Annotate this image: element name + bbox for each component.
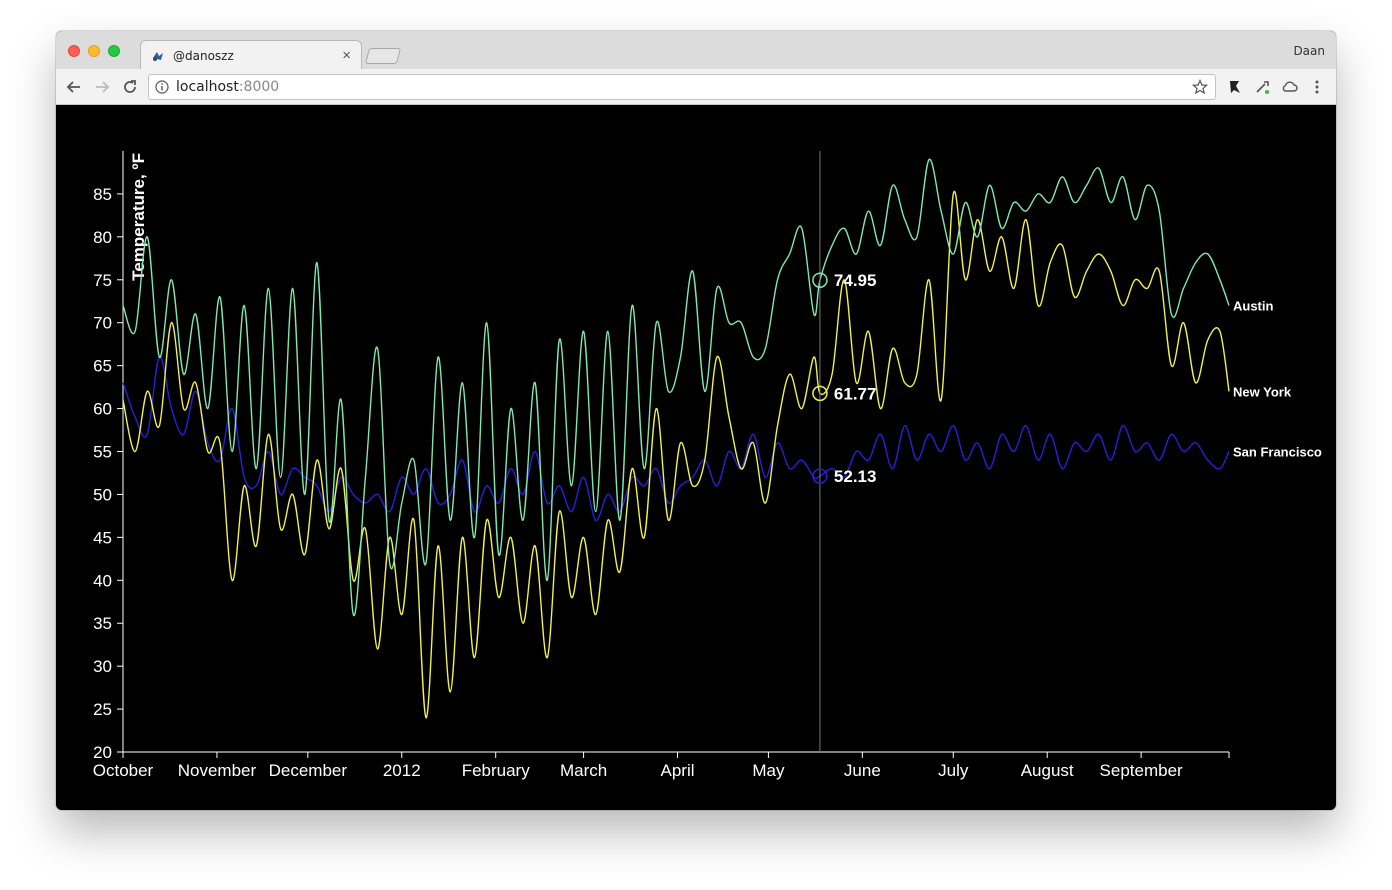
x-tick-label: March [560,761,607,780]
maximize-window-button[interactable] [108,45,120,57]
x-tick-label: October [93,761,154,780]
y-tick-label: 55 [93,443,112,462]
browser-window: @danoszz × Daan localhost:8000 [56,31,1336,810]
y-tick-label: 35 [93,614,112,633]
favicon-icon [151,49,165,63]
profile-name[interactable]: Daan [1293,44,1325,58]
series-line-san-francisco[interactable] [122,356,1230,521]
x-tick-label: 2012 [383,761,421,780]
hover-value-san-francisco: 52.13 [834,467,877,486]
y-tick-label: 30 [93,657,112,676]
cloud-icon[interactable] [1280,78,1298,96]
traffic-lights [68,45,128,57]
series-line-austin[interactable] [122,158,1230,617]
x-tick-label: September [1100,761,1183,780]
tab-close-icon[interactable]: × [342,47,351,64]
series-label-new-york: New York [1233,384,1292,399]
reload-icon[interactable] [119,76,141,98]
minimize-window-button[interactable] [88,45,100,57]
info-icon[interactable] [155,80,169,94]
close-window-button[interactable] [68,45,80,57]
hover-marker-san-francisco[interactable] [812,468,828,484]
series-line-new-york[interactable] [122,190,1230,719]
y-tick-label: 65 [93,357,112,376]
y-tick-label: 75 [93,271,112,290]
y-tick-label: 20 [93,743,112,762]
browser-tab[interactable]: @danoszz × [140,40,362,70]
url-port: :8000 [238,79,280,95]
y-tick-label: 50 [93,485,112,504]
address-bar[interactable]: localhost:8000 [148,74,1216,100]
x-tick-label: April [661,761,695,780]
extension-icon[interactable] [1226,78,1244,96]
x-tick-label: February [462,761,531,780]
x-tick-label: June [844,761,881,780]
y-axis-label: Temperature, ºF [129,153,148,281]
star-icon[interactable] [1192,79,1208,95]
hover-marker-new-york[interactable] [812,385,828,402]
hover-marker-austin[interactable] [812,272,828,288]
page-content: 20 25 30 35 40 45 50 55 60 65 70 75 80 85 October Novem… [56,106,1336,810]
temperature-chart[interactable]: 20 25 30 35 40 45 50 55 60 65 70 75 80 85 October Novem… [56,106,1336,810]
x-tick-label: November [178,761,257,780]
y-tick-label: 60 [93,400,112,419]
wrench-icon[interactable] [1254,78,1272,96]
forward-arrow-icon[interactable] [91,76,113,98]
hover-value-austin: 74.95 [834,271,877,290]
y-tick-label: 25 [93,700,112,719]
y-tick-label: 45 [93,528,112,547]
menu-icon[interactable] [1308,78,1326,96]
y-tick-label: 80 [93,228,112,247]
title-bar: @danoszz × Daan [56,31,1336,70]
series-label-austin: Austin [1233,299,1274,314]
x-tick-label: December [269,761,348,780]
browser-toolbar: localhost:8000 [56,69,1336,105]
y-tick-label: 85 [93,185,112,204]
x-tick-label: July [938,761,969,780]
hover-value-new-york: 61.77 [834,384,877,403]
x-tick-label: August [1021,761,1074,780]
new-tab-button[interactable] [364,48,402,64]
y-tick-label: 70 [93,314,112,333]
series-label-san-francisco: San Francisco [1233,445,1322,460]
y-tick-label: 40 [93,571,112,590]
back-arrow-icon[interactable] [63,76,85,98]
url-host: localhost [176,79,239,95]
x-tick-label: May [752,761,785,780]
tab-title: @danoszz [173,48,234,63]
